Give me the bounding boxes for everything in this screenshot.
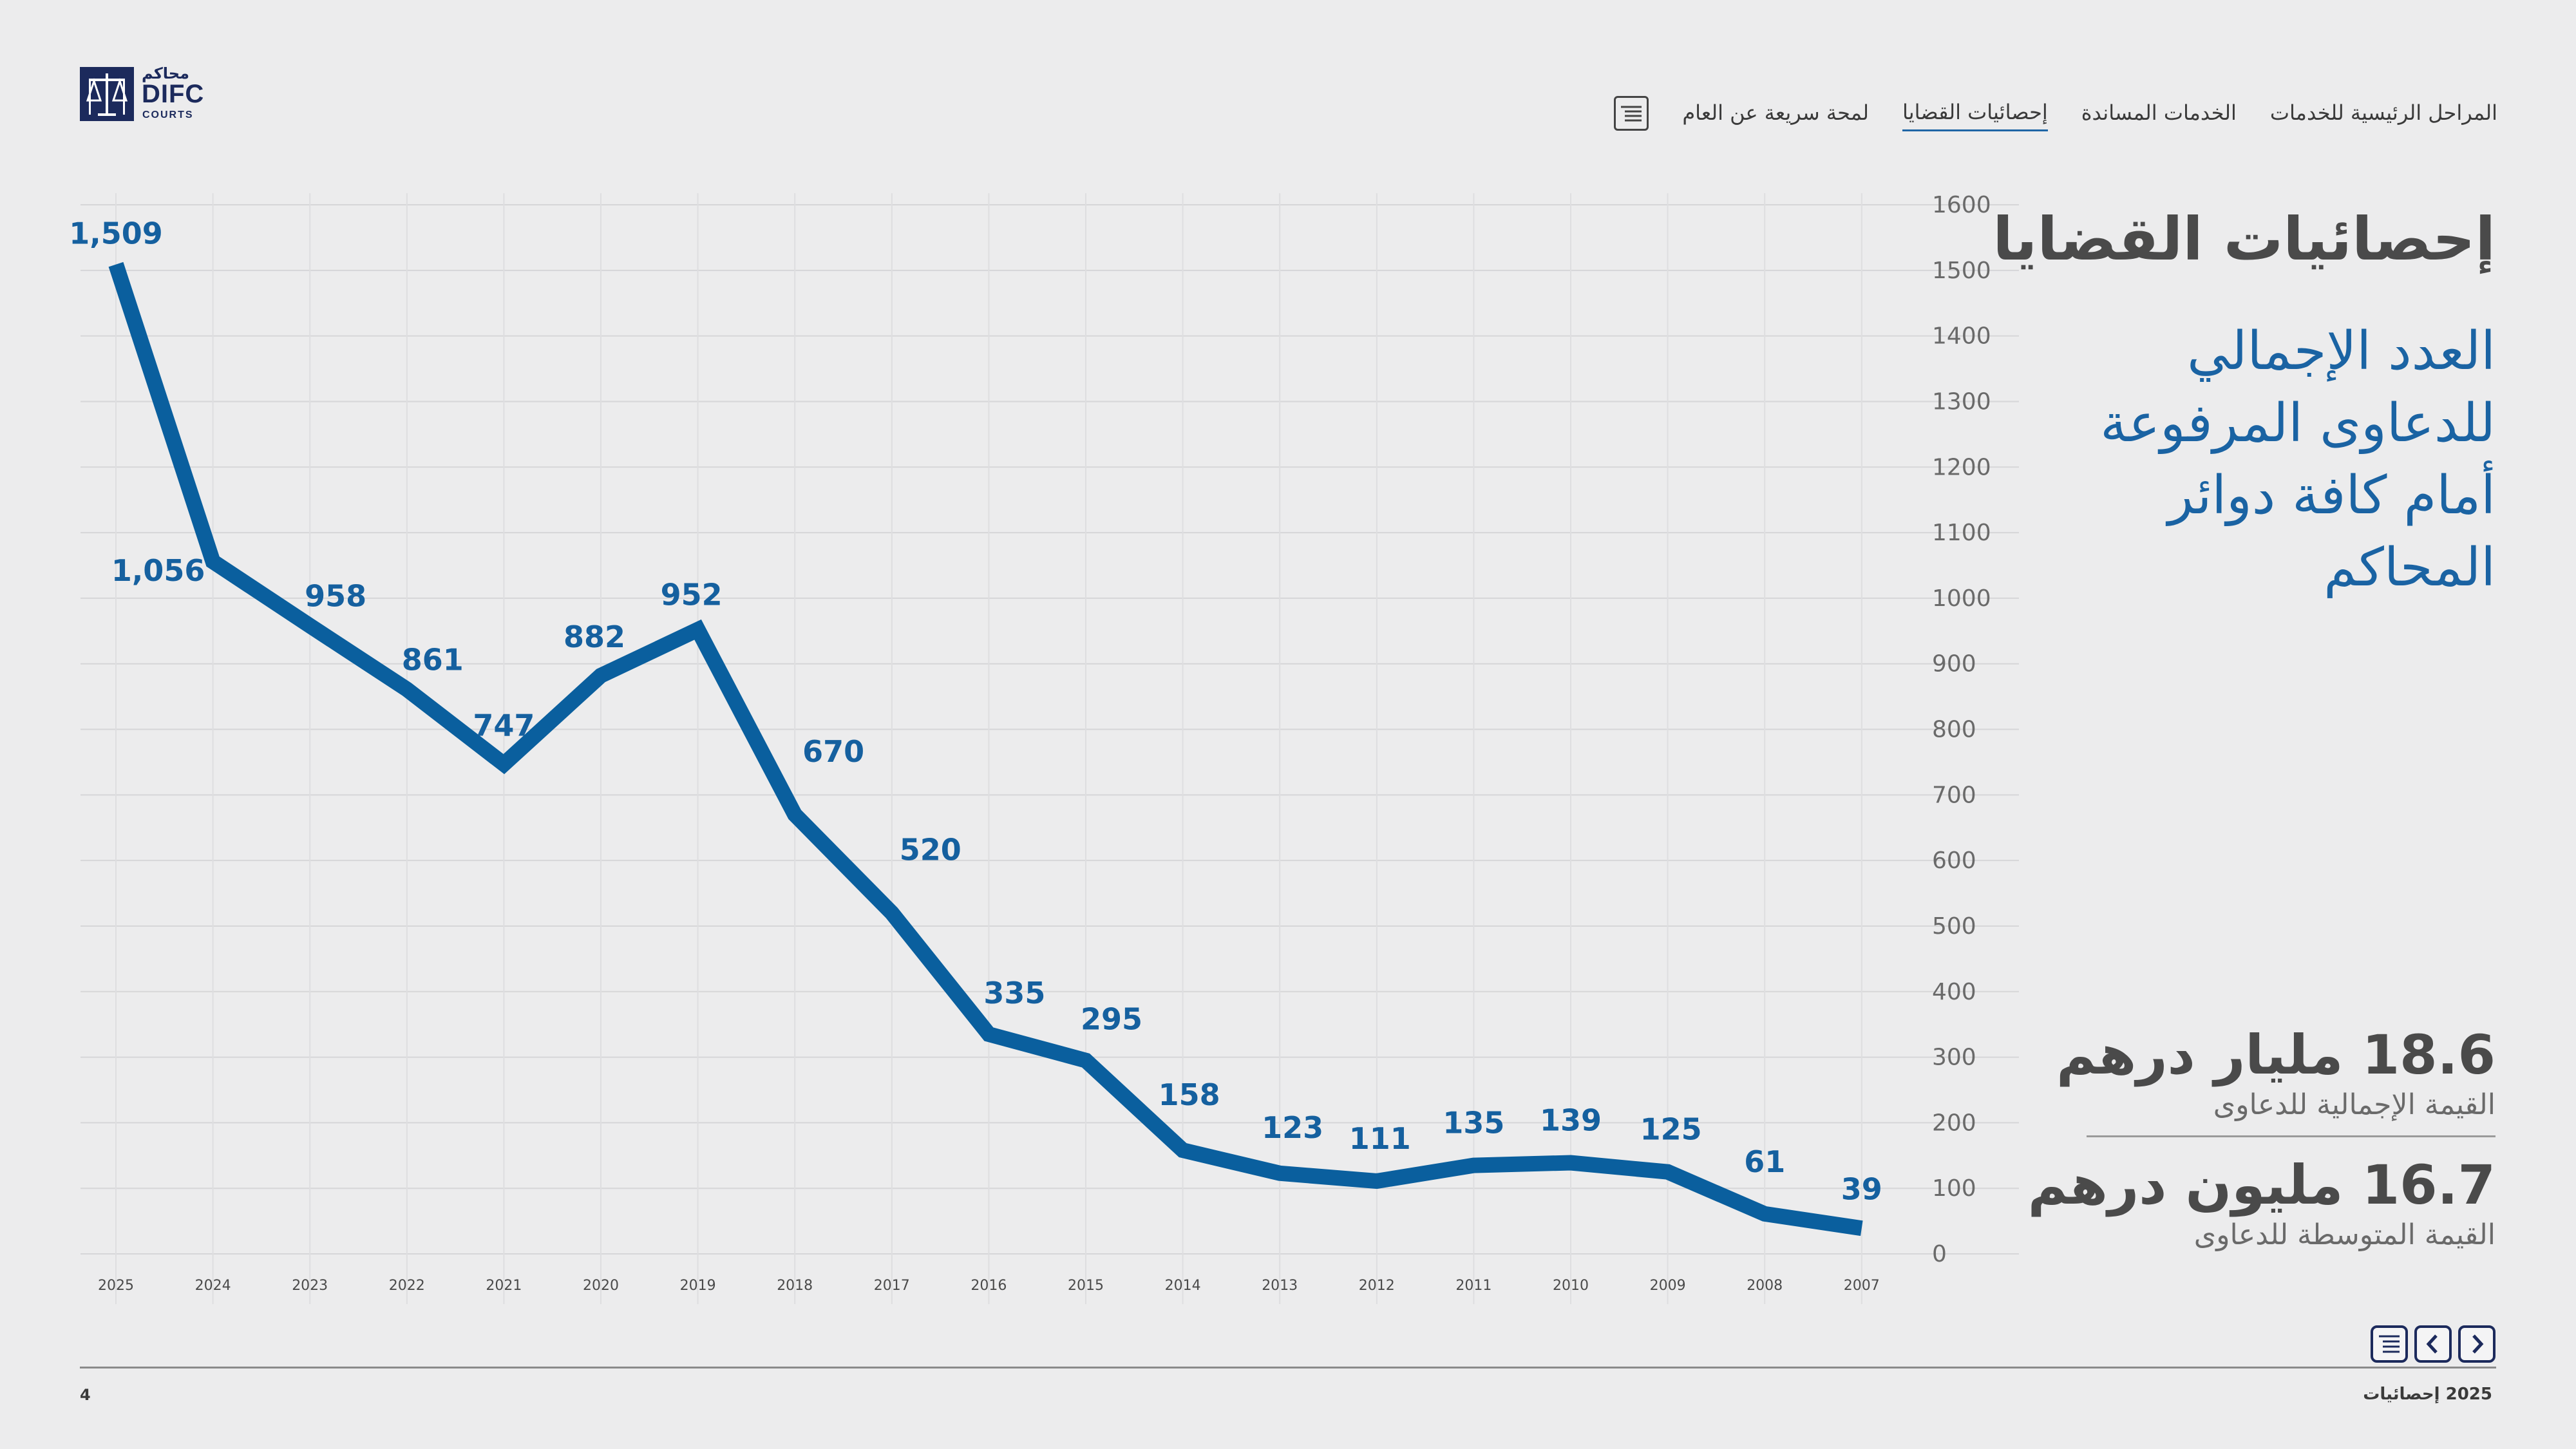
x-tick-label: 2018 bbox=[777, 1278, 813, 1294]
data-label: 158 bbox=[1159, 1077, 1220, 1112]
chart-subtitle: العدد الإجمالي للدعاوى المرفوعة أمام كاف… bbox=[2100, 321, 2496, 598]
footer-divider bbox=[80, 1367, 2496, 1368]
x-tick-label: 2015 bbox=[1068, 1278, 1104, 1294]
y-tick-label: 600 bbox=[1932, 848, 1976, 874]
list-icon bbox=[2379, 1335, 2400, 1353]
y-tick-label: 1300 bbox=[1932, 388, 1991, 415]
y-tick-label: 800 bbox=[1932, 717, 1976, 743]
data-label: 952 bbox=[661, 578, 723, 612]
stat-divider bbox=[2087, 1135, 2496, 1137]
data-label: 61 bbox=[1744, 1144, 1785, 1179]
next-page-button[interactable] bbox=[2458, 1325, 2496, 1363]
nav-item-case-statistics[interactable]: إحصائيات القضايا bbox=[1902, 96, 2048, 131]
list-icon bbox=[1621, 106, 1642, 122]
page-title: إحصائيات القضايا bbox=[1993, 205, 2496, 274]
x-tick-label: 2020 bbox=[583, 1278, 619, 1294]
data-label: 123 bbox=[1262, 1110, 1323, 1145]
y-tick-label: 500 bbox=[1932, 913, 1976, 940]
x-tick-label: 2025 bbox=[98, 1278, 134, 1294]
x-tick-label: 2008 bbox=[1747, 1278, 1783, 1294]
stat-label: القيمة الإجمالية للدعاوى bbox=[2213, 1088, 2496, 1121]
menu-button[interactable] bbox=[1614, 96, 1649, 131]
x-tick-label: 2011 bbox=[1455, 1278, 1492, 1294]
x-tick-label: 2022 bbox=[389, 1278, 425, 1294]
series-line bbox=[108, 261, 1863, 1236]
logo-name: DIFC bbox=[142, 80, 205, 108]
nav-item-support-services[interactable]: الخدمات المساندة bbox=[2081, 100, 2237, 125]
x-tick-label: 2014 bbox=[1165, 1278, 1201, 1294]
data-label: 520 bbox=[900, 833, 961, 867]
contents-button[interactable] bbox=[2371, 1325, 2408, 1363]
nav-item-year-overview[interactable]: لمحة سريعة عن العام bbox=[1682, 100, 1869, 125]
data-label: 958 bbox=[305, 579, 366, 614]
x-tick-label: 2019 bbox=[680, 1278, 716, 1294]
data-label: 882 bbox=[564, 620, 625, 654]
x-tick-label: 2010 bbox=[1553, 1278, 1589, 1294]
nav-item-service-milestones[interactable]: المراحل الرئيسية للخدمات bbox=[2269, 100, 2497, 125]
data-label: 861 bbox=[402, 642, 464, 677]
x-tick-label: 2021 bbox=[486, 1278, 522, 1294]
data-label: 670 bbox=[802, 734, 864, 769]
x-tick-label: 2024 bbox=[195, 1278, 231, 1294]
data-label: 1,056 bbox=[111, 553, 205, 588]
data-label: 747 bbox=[473, 708, 535, 743]
y-tick-label: 400 bbox=[1932, 979, 1976, 1005]
x-tick-label: 2007 bbox=[1844, 1278, 1880, 1294]
chart-grid bbox=[80, 193, 2019, 1304]
y-tick-label: 300 bbox=[1932, 1045, 1976, 1071]
y-tick-label: 1200 bbox=[1932, 454, 1991, 480]
x-tick-label: 2009 bbox=[1650, 1278, 1686, 1294]
y-tick-label: 900 bbox=[1932, 651, 1976, 677]
x-tick-label: 2016 bbox=[971, 1278, 1007, 1294]
top-nav: لمحة سريعة عن العام إحصائيات القضايا الخ… bbox=[1614, 94, 2497, 133]
y-tick-label: 1400 bbox=[1932, 323, 1991, 350]
stat-average-value: 16.7 مليون درهم القيمة المتوسطة للدعاوى bbox=[2028, 1153, 2496, 1253]
y-tick-label: 100 bbox=[1932, 1175, 1976, 1202]
y-tick-label: 200 bbox=[1932, 1110, 1976, 1136]
scales-icon bbox=[80, 67, 134, 121]
stat-total-value: 18.6 مليار درهم القيمة الإجمالية للدعاوى bbox=[2056, 1023, 2496, 1123]
data-label: 335 bbox=[983, 976, 1045, 1010]
chevron-right-icon bbox=[2472, 1334, 2484, 1354]
y-axis-ticks: 0 100 200 300 400 500 600 700 800 900 1000 1100 1200… bbox=[1932, 192, 1991, 1267]
y-tick-label: 1600 bbox=[1932, 192, 1991, 218]
stat-label: القيمة المتوسطة للدعاوى bbox=[2193, 1218, 2496, 1251]
stat-value: 16.7 مليون درهم bbox=[2027, 1153, 2496, 1217]
footer-label: 2025 إحصائيات bbox=[2363, 1385, 2492, 1404]
logo-arabic-text: محاكم bbox=[142, 64, 189, 82]
data-label: 39 bbox=[1841, 1171, 1882, 1206]
difc-courts-logo[interactable]: محاكم DIFC COURTS bbox=[80, 64, 205, 124]
data-labels: 1,509 1,056 958 861 747 882 952 670 520 335 295 158… bbox=[69, 216, 1882, 1207]
y-tick-label: 1000 bbox=[1932, 585, 1991, 612]
y-tick-label: 1100 bbox=[1932, 520, 1991, 546]
page-number: 4 bbox=[80, 1386, 91, 1404]
x-tick-label: 2017 bbox=[874, 1278, 910, 1294]
data-label: 295 bbox=[1081, 1002, 1142, 1037]
stat-value: 18.6 مليار درهم bbox=[2056, 1023, 2496, 1086]
y-tick-label: 0 bbox=[1932, 1241, 1947, 1267]
page-controls bbox=[2371, 1325, 2496, 1363]
x-tick-label: 2023 bbox=[292, 1278, 328, 1294]
logo-sub: COURTS bbox=[142, 109, 194, 120]
data-label: 125 bbox=[1640, 1112, 1702, 1147]
data-label: 111 bbox=[1349, 1121, 1411, 1156]
data-label: 139 bbox=[1540, 1103, 1602, 1137]
data-label: 1,509 bbox=[69, 216, 163, 251]
y-tick-label: 700 bbox=[1932, 782, 1976, 808]
x-tick-label: 2013 bbox=[1262, 1278, 1298, 1294]
previous-page-button[interactable] bbox=[2414, 1325, 2452, 1363]
x-axis-ticks: 2025 2024 2023 2022 2021 2020 2019 2018 2017 2016… bbox=[98, 1278, 1880, 1294]
chevron-left-icon bbox=[2426, 1334, 2438, 1354]
data-label: 135 bbox=[1443, 1106, 1504, 1141]
y-tick-label: 1500 bbox=[1932, 258, 1991, 284]
x-tick-label: 2012 bbox=[1359, 1278, 1395, 1294]
